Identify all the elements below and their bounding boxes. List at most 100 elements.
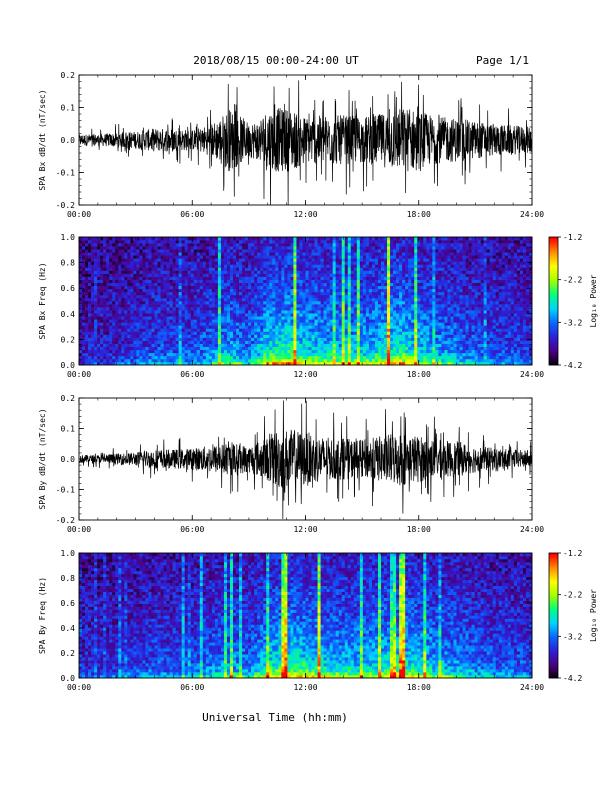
spectrogram-cell xyxy=(245,255,249,259)
spectrogram-cell xyxy=(320,325,324,329)
spectrogram-cell xyxy=(220,258,225,262)
spectrogram-cell xyxy=(233,282,237,287)
spectrogram-cell xyxy=(239,325,243,329)
spectrogram-cell xyxy=(399,346,403,351)
dbdt-trace xyxy=(79,80,532,205)
spectrogram-cell xyxy=(281,319,285,323)
spectrogram-cell xyxy=(426,352,430,357)
spectrogram-cell xyxy=(296,328,300,332)
spectrogram-cell xyxy=(160,261,164,265)
spectrogram-cell xyxy=(420,279,424,284)
spectrogram-cell xyxy=(299,267,303,271)
spectrogram-cell xyxy=(414,316,418,320)
spectrogram-cell xyxy=(220,288,225,293)
spectrogram-cell xyxy=(393,331,397,335)
spectrogram-cell xyxy=(377,352,382,357)
spectrogram-cell xyxy=(374,307,379,311)
spectrogram-cell xyxy=(202,325,207,329)
spectrogram-cell xyxy=(302,325,306,329)
spectrogram-cell xyxy=(320,279,324,284)
spectrogram-cell xyxy=(396,267,400,271)
spectrogram-cell xyxy=(260,288,264,293)
spectrogram-cell xyxy=(414,331,418,335)
spectrogram-cell xyxy=(242,352,246,357)
spectrogram-cell xyxy=(323,331,327,335)
spectrogram-cell xyxy=(169,261,173,265)
spectrogram-cell xyxy=(329,304,333,308)
spectrogram-cell xyxy=(311,322,315,326)
spectrogram-cell xyxy=(326,246,330,250)
spectrogram-cell xyxy=(408,307,412,311)
spectrogram-cell xyxy=(157,322,161,326)
spectrogram-cell xyxy=(317,240,321,244)
spectrogram-cell xyxy=(220,282,225,287)
spectrogram-cell xyxy=(97,322,101,326)
spectrogram-cell xyxy=(184,282,189,287)
spectrogram-cell xyxy=(163,240,167,244)
spectrogram-cell xyxy=(399,297,403,302)
spectrogram-cell xyxy=(245,340,249,344)
spectrogram-cell xyxy=(223,316,228,320)
spectrogram-cell xyxy=(417,316,421,320)
spectrogram-cell xyxy=(217,358,222,363)
spectrogram-cell xyxy=(317,355,321,360)
spectrogram-cell xyxy=(223,325,228,329)
spectrogram-cell xyxy=(91,307,95,311)
spectrogram-cell xyxy=(362,276,367,280)
spectrogram-cell xyxy=(109,270,113,274)
spectrogram-cell xyxy=(251,294,255,299)
spectrogram-cell xyxy=(202,334,207,338)
spectrogram-cell xyxy=(335,255,340,259)
spectrogram-cell xyxy=(193,297,198,302)
spectrogram-cell xyxy=(175,328,179,332)
spectrogram-cell xyxy=(163,343,167,348)
spectrogram-cell xyxy=(127,282,131,287)
spectrogram-cell xyxy=(426,282,430,287)
spectrogram-cell xyxy=(359,313,364,317)
spectrogram-cell xyxy=(109,267,113,271)
spectrogram-cell xyxy=(251,301,255,305)
spectrogram-cell xyxy=(278,261,282,265)
spectrogram-cell xyxy=(299,297,303,302)
spectrogram-cell xyxy=(266,301,270,305)
spectrogram-cell xyxy=(169,313,173,317)
spectrogram-cell xyxy=(390,304,394,308)
spectrogram-cell xyxy=(142,279,146,284)
spectrogram-cell xyxy=(387,237,391,241)
spectrogram-cell xyxy=(196,337,201,341)
spectrogram-cell xyxy=(296,334,300,338)
spectrogram-cell xyxy=(85,258,89,262)
spectrogram-cell xyxy=(411,288,415,293)
spectrogram-cell xyxy=(236,276,240,280)
spectrogram-cell xyxy=(202,316,207,320)
spectrogram-cell xyxy=(169,346,173,351)
spectrogram-cell xyxy=(127,261,131,265)
spectrogram-cell xyxy=(335,340,340,344)
spectrogram-cell xyxy=(236,352,240,357)
spectrogram-cell xyxy=(211,288,216,293)
spectrogram-cell xyxy=(251,264,255,268)
spectrogram-cell xyxy=(344,340,349,344)
spectrogram-cell xyxy=(157,279,161,284)
spectrogram-cell xyxy=(100,328,104,332)
spectrogram-cell xyxy=(130,279,134,284)
spectrogram-cell xyxy=(239,291,243,296)
spectrogram-cell xyxy=(160,334,164,338)
spectrogram-cell xyxy=(350,331,355,335)
spectrogram-cell xyxy=(347,358,352,363)
spectrogram-cell xyxy=(230,304,234,308)
spectrogram-cell xyxy=(151,243,155,247)
spectrogram-cell xyxy=(166,352,170,357)
spectrogram-cell xyxy=(109,319,113,323)
spectrogram-cell xyxy=(112,273,116,277)
spectrogram-cell xyxy=(184,240,189,244)
spectrogram-cell xyxy=(314,322,318,326)
spectrogram-cell xyxy=(408,237,412,241)
spectrogram-cell xyxy=(371,240,376,244)
spectrogram-cell xyxy=(127,285,131,290)
spectrogram-cell xyxy=(205,255,210,259)
spectrogram-cell xyxy=(257,355,261,360)
spectrogram-cell xyxy=(344,358,349,363)
spectrogram-cell xyxy=(275,331,279,335)
spectrogram-cell xyxy=(408,304,412,308)
